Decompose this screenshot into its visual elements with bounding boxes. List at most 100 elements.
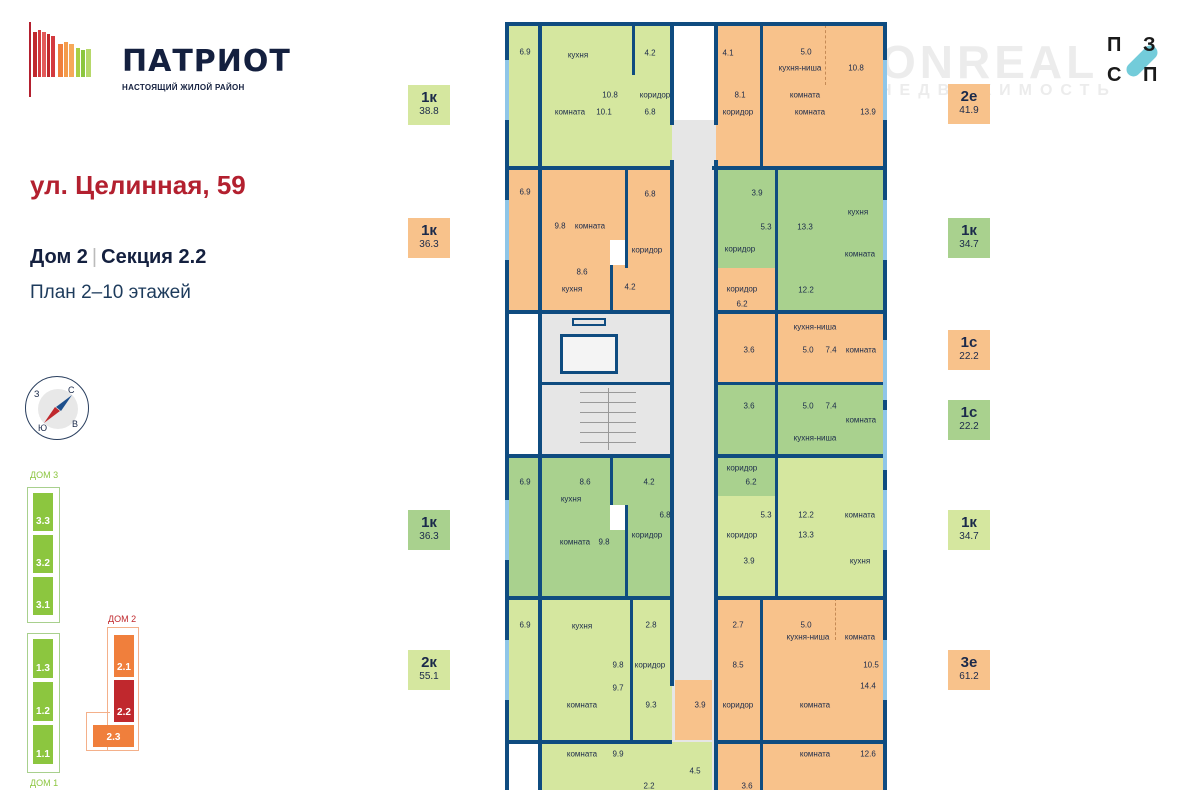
room-6-3[interactable] [830,312,885,384]
room-area: 3.9 [751,188,763,198]
wall [632,25,635,75]
window [883,340,887,400]
room-4-0[interactable] [716,25,760,75]
room-6-0[interactable] [716,268,775,312]
room-2-0[interactable] [507,456,540,598]
apartment-badge-1к-38.8[interactable]: 1к 38.8 [408,85,450,125]
room-area: 8.6 [579,477,591,487]
apartment-area: 36.3 [419,531,439,542]
room-9-4[interactable] [675,680,712,740]
apartment-badge-1к-34.7[interactable]: 1к 34.7 [948,218,990,258]
patriot-logo-mark [29,22,91,97]
room-3-0[interactable] [507,598,540,742]
section-3-2[interactable]: 3.2 [33,535,53,573]
house-3-outline: 3.3 3.2 3.1 [27,487,60,623]
room-5-1[interactable] [716,218,775,268]
room-name: комната [574,221,606,231]
room-7-2[interactable] [830,384,885,456]
room-7-3[interactable] [716,456,775,496]
room-3-6[interactable] [630,742,672,790]
room-4-3[interactable] [716,75,760,168]
apartment-badge-1с-22.2[interactable]: 1с 22.2 [948,400,990,440]
room-1-0[interactable] [507,168,540,312]
wall [716,382,887,385]
room-area: 9.8 [598,537,610,547]
room-9-6[interactable] [760,742,885,790]
section-3-1[interactable]: 3.1 [33,577,53,615]
room-0-0[interactable] [507,25,540,168]
house-1-label: ДОМ 1 [30,778,59,788]
section-2-1[interactable]: 2.1 [114,635,134,677]
room-1-1[interactable] [540,168,625,240]
room-8-1[interactable] [716,550,775,598]
room-4-4[interactable] [760,98,885,168]
room-8-3[interactable] [775,526,885,598]
room-1-4[interactable] [610,265,672,312]
apartment-badge-2к-55.1[interactable]: 2к 55.1 [408,650,450,690]
room-2-2[interactable] [610,456,672,505]
room-0-3[interactable] [632,25,672,75]
room-8-0[interactable] [716,496,775,550]
section-2-2-current[interactable]: 2.2 [114,680,134,722]
room-9-2[interactable] [760,598,885,675]
section-1-2[interactable]: 1.2 [33,682,53,721]
room-8-2[interactable] [775,456,885,526]
wall [716,740,887,744]
room-area: 12.6 [860,749,876,759]
section-1-3[interactable]: 1.3 [33,639,53,678]
room-3-1[interactable] [540,598,630,672]
room-6-1[interactable] [716,312,775,384]
window [505,500,509,560]
room-3-4[interactable] [630,640,672,742]
window [505,640,509,700]
room-6-2[interactable] [775,312,830,384]
room-5-2[interactable] [775,168,885,245]
room-name: комната [844,510,876,520]
room-0-2[interactable] [540,95,632,168]
compass-icon: С В Ю З [25,376,89,440]
room-3-3[interactable] [540,672,630,742]
room-2-3[interactable] [540,530,625,598]
room-1-3[interactable] [625,168,672,265]
apartment-badge-1к-34.7[interactable]: 1к 34.7 [948,510,990,550]
staircase [540,384,672,456]
room-2-1[interactable] [540,456,610,530]
room-name: коридор [631,530,663,540]
room-9-5[interactable] [760,675,885,742]
room-7-0[interactable] [716,384,775,456]
wall [670,456,674,686]
room-3-7[interactable] [672,742,712,790]
room-area: 6.9 [519,187,531,197]
apartment-type: 3е [960,654,978,671]
apartment-badge-1с-22.2[interactable]: 1с 22.2 [948,330,990,370]
room-4-2[interactable] [760,25,885,98]
wall [775,312,778,456]
apartment-badge-1к-36.3[interactable]: 1к 36.3 [408,218,450,258]
room-area: 6.9 [519,47,531,57]
room-area: 3.9 [694,700,706,710]
room-1-2[interactable] [540,240,610,312]
apartment-area: 61.2 [959,671,979,682]
room-5-0[interactable] [716,168,775,218]
room-5-3[interactable] [775,245,885,312]
room-area: 3.9 [743,556,755,566]
apartment-badge-2е-41.9[interactable]: 2е 41.9 [948,84,990,124]
room-0-4[interactable] [632,75,672,168]
room-9-0[interactable] [716,598,760,640]
room-3-2[interactable] [630,598,672,640]
room-area: 3.6 [743,401,755,411]
section-2-3[interactable]: 2.3 [93,725,134,747]
section-1-1[interactable]: 1.1 [33,725,53,764]
room-7-1[interactable] [775,384,830,456]
room-3-5[interactable] [540,742,630,790]
room-name: кухня-ниша [778,63,822,73]
apartment-badge-3е-61.2[interactable]: 3е 61.2 [948,650,990,690]
room-9-3[interactable] [716,640,760,742]
room-name: коридор [634,660,666,670]
window [883,640,887,700]
room-9-7[interactable] [716,742,760,790]
section-3-3[interactable]: 3.3 [33,493,53,531]
room-0-1[interactable] [540,25,632,95]
apartment-badge-1к-36.3[interactable]: 1к 36.3 [408,510,450,550]
room-2-4[interactable] [625,505,672,598]
